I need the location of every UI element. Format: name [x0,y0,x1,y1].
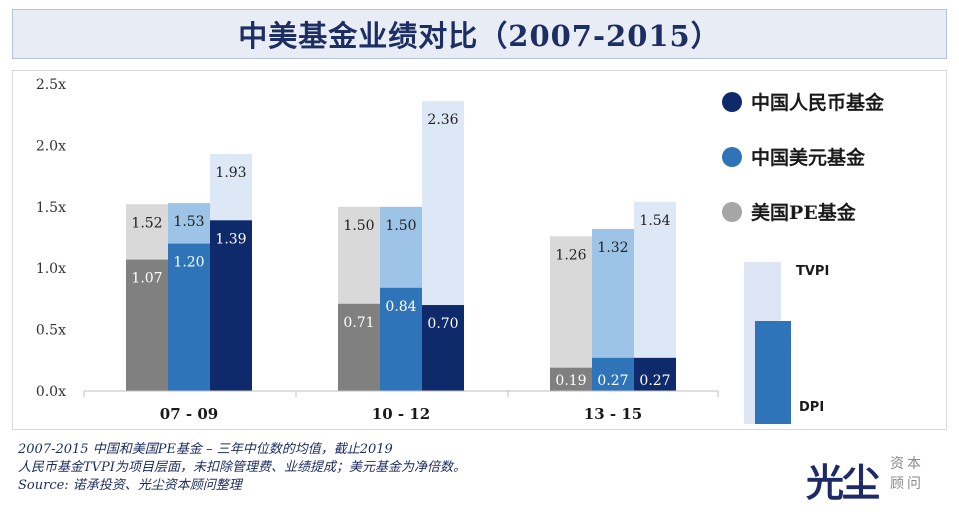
title-banner: 中美基金业绩对比（2007-2015） [12,9,947,59]
legend-label-usd: 中国美元基金 [751,147,866,169]
brand-logo: 光尘 资本顾问 [806,452,946,505]
dpi-value-label: 0.27 [597,373,628,389]
legend-item-rmb-fund: 中国人民币基金 [722,88,884,115]
dpi-value-label: 0.19 [555,373,586,389]
footnote-2: 人民币基金TVPI为项目层面，未扣除管理费、业绩提成；美元基金为净倍数。 [18,460,466,475]
tvpi-value-label: 1.54 [639,213,670,229]
dpi-bar [168,243,210,391]
tvpi-value-label: 1.52 [131,215,162,231]
dpi-key-bar [755,321,791,424]
legend-item-usd-fund: 中国美元基金 [722,143,865,170]
footnote-source: Source: 诺承投资、光尘资本顾问整理 [18,478,242,493]
chart-frame [12,70,947,430]
dpi-bar [634,357,676,391]
y-tick-label: 0.5x [36,323,66,339]
dpi-bar [592,357,634,391]
chart-title: 中美基金业绩对比（2007-2015） [238,19,721,53]
dpi-bar [338,303,380,391]
footnote-1: 2007-2015 中国和美国PE基金 – 三年中位数的均值，截止2019 [18,442,393,457]
tvpi-value-label: 1.53 [173,214,204,230]
legend-swatch-rmb [722,91,742,112]
legend-item-us-pe-fund: 美国PE基金 [722,198,856,225]
tvpi-value-label: 2.36 [427,112,458,128]
y-tick-label: 0.0x [36,384,66,400]
dpi-bar [380,287,422,391]
footnotes: 2007-2015 中国和美国PE基金 – 三年中位数的均值，截止2019 人民… [18,441,738,495]
x-category-label: 10 - 12 [372,405,430,423]
dpi-value-label: 0.27 [639,373,670,389]
y-tick-label: 2.0x [36,138,66,154]
dpi-bar [126,259,168,391]
tvpi-bar [550,236,592,391]
legend-label-us-pe: 美国PE基金 [751,202,856,224]
legend-label-rmb: 中国人民币基金 [751,92,885,114]
dpi-value-label: 0.70 [427,316,458,332]
x-category-label: 07 - 09 [160,405,218,423]
dpi-value-label: 0.84 [385,299,416,315]
tvpi-value-label: 1.26 [555,247,586,263]
tvpi-value-label: 1.50 [385,218,416,234]
dpi-bar [550,367,592,391]
legend-swatch-us-pe [722,201,742,222]
dpi-bar [422,305,464,391]
dpi-value-label: 1.39 [215,231,246,247]
tvpi-key-label: TVPI [796,264,830,279]
y-tick-label: 1.5x [36,200,66,216]
logo-main-text: 光尘 [806,461,880,505]
logo-sub-text: 资本顾问 [890,456,924,492]
tvpi-value-label: 1.50 [343,218,374,234]
y-tick-label: 1.0x [36,261,66,277]
y-tick-label: 2.5x [36,77,66,93]
tvpi-value-label: 1.93 [215,165,246,181]
x-category-label: 13 - 15 [584,405,642,423]
legend-swatch-usd [722,146,742,167]
dpi-value-label: 1.20 [173,255,204,271]
tvpi-value-label: 1.32 [597,240,628,256]
tvpi-dpi-key: TVPI DPI [742,262,882,428]
dpi-bar [210,220,252,391]
dpi-value-label: 1.07 [131,271,162,287]
dpi-key-label: DPI [799,400,825,415]
dpi-value-label: 0.71 [343,315,374,331]
